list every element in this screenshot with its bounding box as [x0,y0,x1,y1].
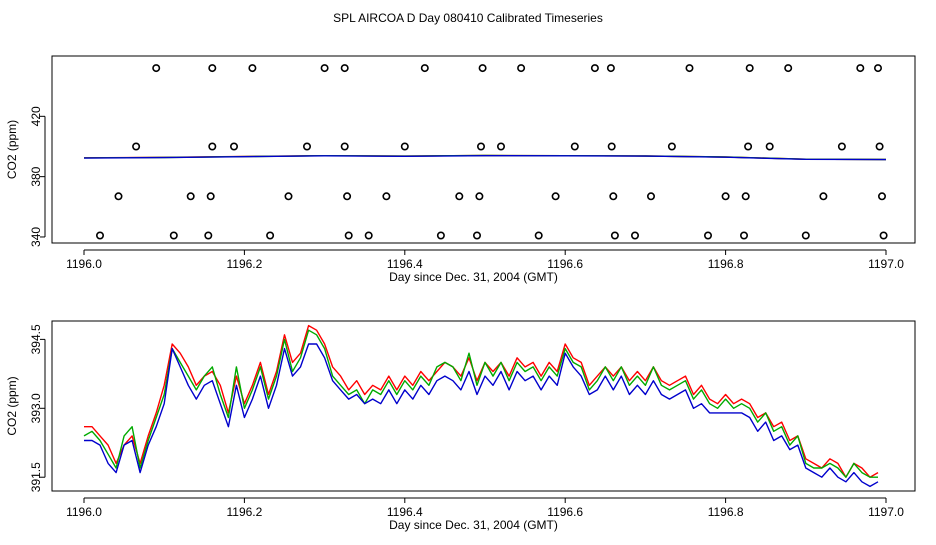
chart-1-x-label: Day since Dec. 31, 2004 (GMT) [389,270,558,284]
chart-2-series-line-1 [84,324,879,478]
chart-1-point [630,231,639,240]
chart-2-x-label: Day since Dec. 31, 2004 (GMT) [389,518,558,532]
chart-2-series-line-3 [84,343,879,488]
chart-1-point [517,64,526,73]
chart-1-point [646,192,655,201]
chart-1-point [534,231,543,240]
chart-1-point [455,192,464,201]
chart-1-point [875,142,884,151]
chart-2-series-line-2 [83,329,878,478]
chart-1-point [436,231,445,240]
chart-1-point [801,231,810,240]
chart-1-point [837,142,846,151]
chart-1-point [169,231,178,240]
page-title: SPL AIRCOA D Day 080410 Calibrated Times… [333,11,603,25]
chart-1-point [590,64,599,73]
chart-1-x-tick-label: 1196.8 [708,257,744,271]
chart-1-series-line-3 [83,154,887,161]
chart-1-point [343,192,352,201]
chart-1-point [206,192,215,201]
chart-1-point [204,231,213,240]
chart-1-point [364,231,373,240]
chart-1-point [208,64,217,73]
chart-1-point [610,231,619,240]
chart-2-x-tick-label: 1196.6 [547,505,583,519]
chart-1-point [606,64,615,73]
chart-1-point [284,192,293,201]
chart-2-plot-frame [51,320,916,492]
chart-1-plot-frame [51,55,916,244]
chart-1-point [248,64,257,73]
chart-1-point [478,64,487,73]
chart-1-point [152,64,161,73]
chart-1-point [570,142,579,151]
chart-1-point [266,231,275,240]
chart-2-y-tick-label: 394.5 [29,324,43,354]
chart-1-point [856,64,865,73]
chart-1-point [703,231,712,240]
chart-1-point [721,192,730,201]
chart-2-y-label: CO2 (ppm) [5,376,19,435]
chart-2-x-tick-label: 1196.0 [66,505,102,519]
chart-2-y-tick-label: 391.5 [29,462,43,492]
chart-1-point [96,231,105,240]
chart-1-point [741,192,750,201]
chart-1-point [340,64,349,73]
chart-1-point [765,142,774,151]
chart-1-point [340,142,349,151]
chart-1-point [667,142,676,151]
chart-1-x-tick-label: 1197.0 [868,257,904,271]
chart-1-point [400,142,409,151]
chart-2-x-tick-label: 1196.2 [226,505,262,519]
chart-1-point [230,142,239,151]
chart-1-y-tick-label: 340 [29,227,43,247]
chart-1-point [132,142,141,151]
chart-1-point [739,231,748,240]
chart-2-x-tick-label: 1197.0 [868,505,904,519]
chart-1-x-tick-label: 1196.6 [547,257,583,271]
chart-1-point [877,192,886,201]
chart-2-x-tick-label: 1196.4 [387,505,423,519]
chart-1-point [302,142,311,151]
chart-1-point [420,64,429,73]
chart-1-point [607,142,616,151]
chart-1-point [472,231,481,240]
chart-1-point [208,142,217,151]
chart-1-x-tick-label: 1196.4 [387,257,423,271]
chart-1-point [496,142,505,151]
chart-1-x-tick-label: 1196.0 [66,257,102,271]
chart-1-point [114,192,123,201]
chart-1-y-label: CO2 (ppm) [5,120,19,179]
chart-1-point [186,192,195,201]
chart-1-point [873,64,882,73]
chart-1-point [609,192,618,201]
chart-1-point [784,64,793,73]
chart-1-point [382,192,391,201]
chart-1-point [685,64,694,73]
chart-1-y-tick-label: 420 [29,106,43,126]
chart-1-x-tick-label: 1196.2 [226,257,262,271]
chart-1-point [475,192,484,201]
chart-2-x-tick-label: 1196.8 [708,505,744,519]
chart-1-point [551,192,560,201]
chart-1-point [819,192,828,201]
chart-1-point [744,142,753,151]
chart-1-point [320,64,329,73]
chart-1-y-tick-label: 380 [29,166,43,186]
chart-1-point [745,64,754,73]
chart-1-point [879,231,888,240]
chart-1-point [476,142,485,151]
chart-1-point [344,231,353,240]
chart-2-y-tick-label: 393.0 [29,393,43,423]
